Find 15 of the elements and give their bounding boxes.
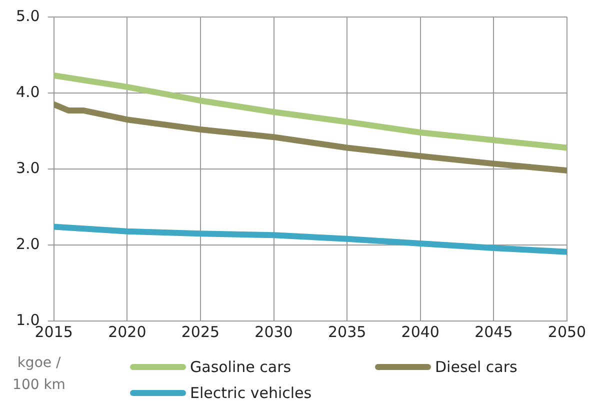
legend-label: Gasoline cars xyxy=(190,358,292,376)
y-tick-label: 2.0 xyxy=(16,234,40,253)
x-tick-label: 2035 xyxy=(328,322,366,341)
y-tick-label: 3.0 xyxy=(16,158,40,177)
x-tick-label: 2025 xyxy=(181,322,220,341)
x-tick-label: 2020 xyxy=(108,322,146,341)
x-tick-label: 2030 xyxy=(254,322,293,341)
x-tick-label: 2045 xyxy=(474,322,513,341)
y-tick-label: 4.0 xyxy=(16,82,40,101)
x-tick-label: 2040 xyxy=(401,322,440,341)
legend-label: Electric vehicles xyxy=(190,384,312,401)
legend-label: Diesel cars xyxy=(435,358,518,376)
y-axis-title: kgoe / 100 km xyxy=(12,354,66,395)
x-tick-label: 2050 xyxy=(548,322,586,341)
y-tick-label: 5.0 xyxy=(16,6,40,25)
